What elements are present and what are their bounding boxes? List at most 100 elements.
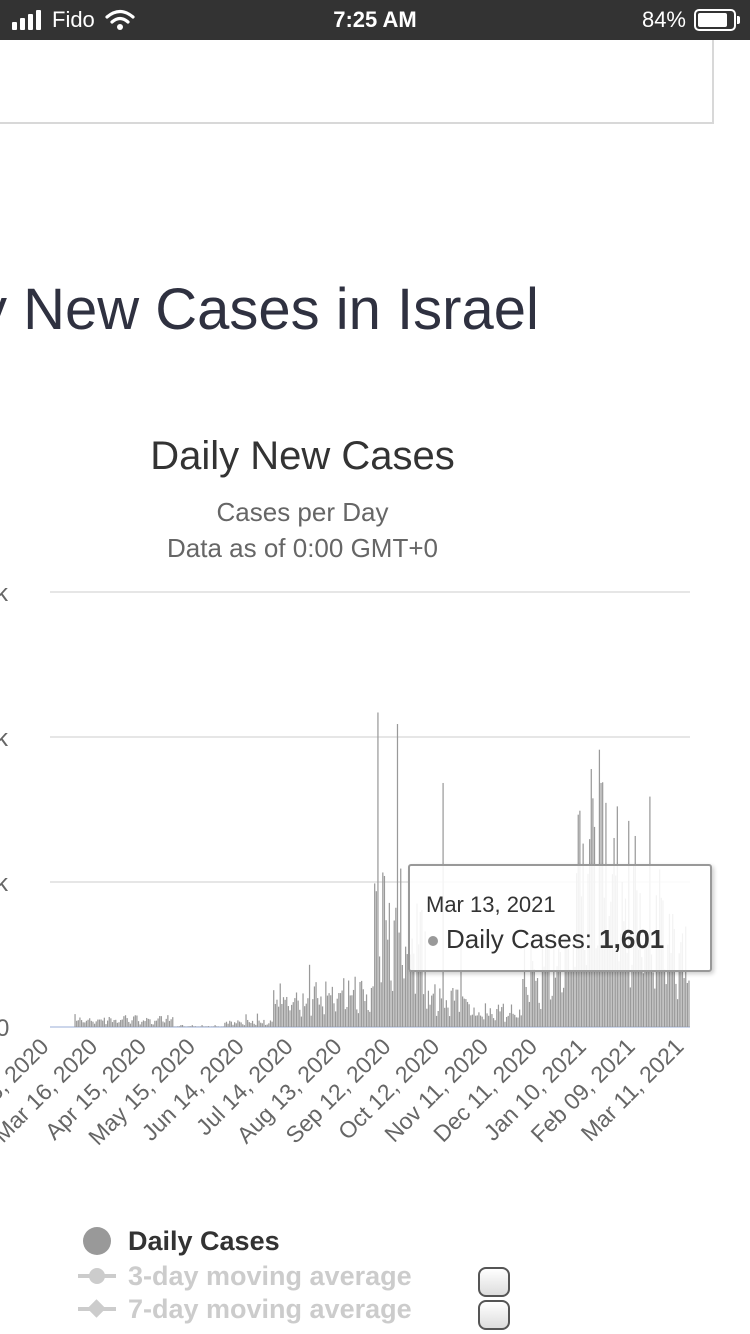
bar-daily-cases[interactable] bbox=[346, 1007, 348, 1027]
bar-daily-cases[interactable] bbox=[538, 1002, 540, 1027]
bar-daily-cases[interactable] bbox=[502, 1003, 504, 1027]
bar-daily-cases[interactable] bbox=[348, 980, 350, 1027]
bar-daily-cases[interactable] bbox=[406, 954, 408, 1027]
bar-daily-cases[interactable] bbox=[352, 989, 355, 1027]
bar-daily-cases[interactable] bbox=[251, 1020, 254, 1027]
bar-daily-cases[interactable] bbox=[124, 1015, 127, 1027]
bar-daily-cases[interactable] bbox=[409, 954, 412, 1027]
bar-daily-cases[interactable] bbox=[572, 940, 574, 1027]
bar-daily-cases[interactable] bbox=[326, 995, 329, 1027]
bar-daily-cases[interactable] bbox=[510, 1004, 513, 1027]
bar-daily-cases[interactable] bbox=[361, 980, 363, 1027]
bar-daily-cases[interactable] bbox=[559, 951, 561, 1027]
bar-daily-cases[interactable] bbox=[154, 1020, 156, 1027]
bar-daily-cases[interactable] bbox=[606, 946, 609, 1027]
bar-daily-cases[interactable] bbox=[476, 1015, 478, 1027]
bar-daily-cases[interactable] bbox=[107, 1020, 109, 1027]
bar-daily-cases[interactable] bbox=[478, 1012, 480, 1027]
bar-daily-cases[interactable] bbox=[359, 981, 361, 1027]
bar-daily-cases[interactable] bbox=[427, 990, 430, 1027]
bar-daily-cases[interactable] bbox=[595, 948, 597, 1027]
bar-daily-cases[interactable] bbox=[551, 995, 553, 1027]
bar-daily-cases[interactable] bbox=[105, 1024, 107, 1027]
bar-daily-cases[interactable] bbox=[670, 952, 672, 1027]
bar-daily-cases[interactable] bbox=[76, 1020, 78, 1027]
bar-daily-cases[interactable] bbox=[663, 969, 666, 1027]
bar-daily-cases[interactable] bbox=[688, 980, 690, 1027]
bar-daily-cases[interactable] bbox=[530, 941, 532, 1027]
bar-daily-cases[interactable] bbox=[247, 1019, 249, 1027]
bar-daily-cases[interactable] bbox=[450, 990, 452, 1027]
bar-daily-cases[interactable] bbox=[435, 1015, 438, 1027]
bar-daily-cases[interactable] bbox=[422, 994, 425, 1027]
bar-daily-cases[interactable] bbox=[650, 954, 653, 1027]
bar-daily-cases[interactable] bbox=[460, 935, 462, 1027]
bar-daily-cases[interactable] bbox=[673, 929, 675, 1027]
bar-daily-cases[interactable] bbox=[237, 1020, 239, 1027]
bar-daily-cases[interactable] bbox=[276, 999, 278, 1027]
bar-daily-cases[interactable] bbox=[103, 1017, 105, 1027]
bar-daily-cases[interactable] bbox=[302, 993, 304, 1027]
legend-item-daily-cases[interactable]: Daily Cases bbox=[78, 1224, 280, 1258]
bar-daily-cases[interactable] bbox=[484, 1003, 487, 1027]
bar-daily-cases[interactable] bbox=[121, 1019, 123, 1027]
bar-daily-cases[interactable] bbox=[297, 1000, 299, 1027]
bar-daily-cases[interactable] bbox=[492, 1018, 495, 1027]
legend-item-3-day-average[interactable]: 3-day moving average bbox=[78, 1259, 412, 1293]
bar-daily-cases[interactable] bbox=[507, 1015, 509, 1027]
bar-daily-cases[interactable] bbox=[97, 1019, 99, 1027]
bar-daily-cases[interactable] bbox=[266, 1024, 268, 1027]
bar-daily-cases[interactable] bbox=[108, 1016, 110, 1027]
bar-daily-cases[interactable] bbox=[339, 993, 342, 1027]
toggle-7-day-average[interactable] bbox=[478, 1300, 510, 1330]
bar-daily-cases[interactable] bbox=[349, 995, 351, 1027]
bar-daily-cases[interactable] bbox=[396, 724, 399, 1027]
bar-daily-cases[interactable] bbox=[238, 1021, 241, 1027]
bar-daily-cases[interactable] bbox=[481, 1016, 483, 1027]
bar-daily-cases[interactable] bbox=[287, 1006, 289, 1027]
bar-daily-cases[interactable] bbox=[496, 1009, 498, 1027]
bar-daily-cases[interactable] bbox=[289, 1010, 291, 1027]
bar-daily-cases[interactable] bbox=[426, 1008, 428, 1027]
bar-daily-cases[interactable] bbox=[619, 933, 622, 1028]
bar-daily-cases[interactable] bbox=[300, 1016, 303, 1027]
bar-daily-cases[interactable] bbox=[431, 995, 433, 1027]
bar-daily-cases[interactable] bbox=[286, 996, 288, 1027]
bar-daily-cases[interactable] bbox=[155, 1020, 158, 1027]
bar-daily-cases[interactable] bbox=[642, 973, 644, 1027]
bar-daily-cases[interactable] bbox=[543, 966, 545, 1027]
bar-daily-cases[interactable] bbox=[256, 1013, 259, 1027]
bar-daily-cases[interactable] bbox=[445, 1000, 447, 1027]
bar-daily-cases[interactable] bbox=[584, 949, 586, 1027]
bar-daily-cases[interactable] bbox=[378, 956, 381, 1027]
bar-daily-cases[interactable] bbox=[391, 990, 394, 1027]
bar-daily-cases[interactable] bbox=[273, 990, 275, 1027]
bar-daily-cases[interactable] bbox=[357, 1013, 360, 1027]
bar-daily-cases[interactable] bbox=[385, 920, 387, 1027]
bar-daily-cases[interactable] bbox=[325, 981, 327, 1027]
bar-daily-cases[interactable] bbox=[321, 1006, 324, 1027]
bar-daily-cases[interactable] bbox=[509, 1012, 511, 1027]
bar-daily-cases[interactable] bbox=[567, 948, 570, 1027]
bar-daily-cases[interactable] bbox=[207, 1026, 210, 1027]
bar-daily-cases[interactable] bbox=[206, 1026, 208, 1027]
bar-daily-cases[interactable] bbox=[258, 1020, 260, 1027]
bar-daily-cases[interactable] bbox=[279, 983, 281, 1027]
bar-daily-cases[interactable] bbox=[447, 1007, 449, 1027]
bar-daily-cases[interactable] bbox=[569, 969, 571, 1027]
bar-daily-cases[interactable] bbox=[139, 1024, 141, 1027]
bar-daily-cases[interactable] bbox=[527, 994, 529, 1027]
bar-daily-cases[interactable] bbox=[225, 1021, 228, 1027]
bar-daily-cases[interactable] bbox=[458, 1011, 460, 1027]
bar-daily-cases[interactable] bbox=[274, 1003, 276, 1027]
bar-daily-cases[interactable] bbox=[333, 1003, 335, 1027]
bar-daily-cases[interactable] bbox=[390, 980, 392, 1027]
bar-daily-cases[interactable] bbox=[387, 939, 389, 1027]
bar-daily-cases[interactable] bbox=[504, 1021, 506, 1027]
bar-daily-cases[interactable] bbox=[334, 1011, 337, 1027]
bar-daily-cases[interactable] bbox=[413, 953, 415, 1027]
bar-daily-cases[interactable] bbox=[383, 875, 386, 1027]
bar-daily-cases[interactable] bbox=[468, 1004, 470, 1027]
bar-daily-cases[interactable] bbox=[401, 965, 403, 1027]
bar-daily-cases[interactable] bbox=[159, 1016, 161, 1027]
